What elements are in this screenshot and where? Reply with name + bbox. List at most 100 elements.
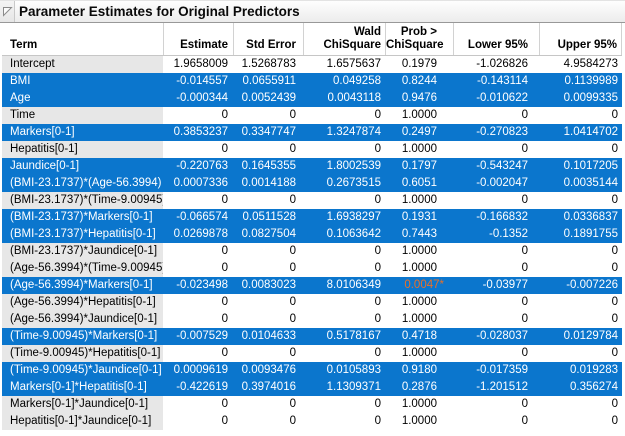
table-row[interactable]: (Age-56.3994)*Jaundice[0-1] 0 0 0 1.0000 0 0 [2, 311, 622, 328]
cell-term[interactable]: Markers[0-1]*Jaundice[0-1] [2, 396, 163, 413]
cell-term[interactable]: Age [2, 90, 163, 107]
cell-term[interactable]: (BMI-23.1737)*(Time-9.00945) [2, 192, 163, 209]
table-row[interactable]: Hepatitis[0-1] 0 0 0 1.0000 0 0 [2, 141, 622, 158]
table-row[interactable]: (Age-56.3994)*Markers[0-1] -0.023498 0.008… [2, 277, 622, 294]
cell-upper[interactable]: 0.1139989 [539, 73, 622, 90]
cell-wald[interactable]: 1.1309371 [303, 379, 385, 396]
cell-term[interactable]: Hepatitis[0-1]*Jaundice[0-1] [2, 413, 163, 430]
cell-prob[interactable]: 1.0000 [401, 398, 437, 410]
cell-prob[interactable]: 0.0047* [385, 277, 453, 294]
cell-estimate[interactable]: 0 [221, 347, 228, 359]
cell-lower[interactable]: 0 [521, 245, 528, 257]
cell-upper[interactable]: 4.9584273 [563, 58, 618, 70]
cell-prob[interactable]: 0.4718 [385, 328, 453, 345]
cell-wald[interactable]: 0.0043118 [303, 90, 385, 107]
table-row[interactable]: (BMI-23.1737)*Jaundice[0-1] 0 0 0 1.0000 0 0 [2, 243, 622, 260]
cell-estimate[interactable]: -0.007529 [163, 328, 233, 345]
cell-lower[interactable]: -0.166832 [453, 209, 539, 226]
cell-wald[interactable]: 0.5178167 [303, 328, 385, 345]
cell-upper[interactable]: 0 [611, 398, 618, 410]
cell-lower[interactable]: -0.002047 [453, 175, 539, 192]
cell-term[interactable]: (BMI-23.1737)*Markers[0-1] [2, 209, 163, 226]
cell-lower[interactable]: 0 [521, 143, 528, 155]
cell-std_error[interactable]: 0 [289, 109, 296, 121]
cell-lower[interactable]: 0 [521, 313, 528, 325]
cell-std_error[interactable]: 0 [289, 194, 296, 206]
table-row[interactable]: Markers[0-1] 0.3853237 0.3347747 1.3247874 0… [2, 124, 622, 141]
cell-estimate[interactable]: -0.220763 [163, 158, 233, 175]
cell-estimate[interactable]: -0.000344 [163, 90, 233, 107]
cell-upper[interactable]: 0 [611, 415, 618, 427]
cell-wald[interactable]: 0 [374, 245, 381, 257]
cell-prob[interactable]: 1.0000 [401, 109, 437, 121]
cell-lower[interactable]: -0.03977 [453, 277, 539, 294]
cell-upper[interactable]: 1.0414702 [539, 124, 622, 141]
cell-wald[interactable]: 1.8002539 [303, 158, 385, 175]
cell-std_error[interactable]: 0 [289, 313, 296, 325]
cell-wald[interactable]: 0.2673515 [303, 175, 385, 192]
cell-lower[interactable]: 0 [521, 109, 528, 121]
cell-prob[interactable]: 0.2876 [385, 379, 453, 396]
cell-std_error[interactable]: 0.1645355 [233, 158, 303, 175]
cell-prob[interactable]: 0.9180 [385, 362, 453, 379]
table-row[interactable]: Intercept 1.9658009 1.5268783 1.6575637 0.19… [2, 56, 622, 73]
cell-prob[interactable]: 1.0000 [401, 245, 437, 257]
cell-term[interactable]: Hepatitis[0-1] [2, 141, 163, 158]
cell-upper[interactable]: -0.007226 [539, 277, 622, 294]
cell-std_error[interactable]: 0.0014188 [233, 175, 303, 192]
cell-term[interactable]: (Time-9.00945)*Hepatitis[0-1] [2, 345, 163, 362]
cell-lower[interactable]: 0 [521, 347, 528, 359]
cell-upper[interactable]: 0.0035144 [539, 175, 622, 192]
cell-lower[interactable]: -0.270823 [453, 124, 539, 141]
cell-wald[interactable]: 0.049258 [303, 73, 385, 90]
cell-prob[interactable]: 1.0000 [401, 194, 437, 206]
cell-prob[interactable]: 1.0000 [401, 415, 437, 427]
table-row[interactable]: Markers[0-1]*Hepatitis[0-1] -0.422619 0.39… [2, 379, 622, 396]
cell-upper[interactable]: 0.019283 [539, 362, 622, 379]
cell-estimate[interactable]: -0.014557 [163, 73, 233, 90]
cell-estimate[interactable]: -0.023498 [163, 277, 233, 294]
cell-wald[interactable]: 0.0105893 [303, 362, 385, 379]
cell-wald[interactable]: 8.0106349 [303, 277, 385, 294]
cell-prob[interactable]: 1.0000 [401, 347, 437, 359]
cell-std_error[interactable]: 0 [289, 398, 296, 410]
table-row[interactable]: (Time-9.00945)*Jaundice[0-1] 0.0009619 0.0… [2, 362, 622, 379]
cell-term[interactable]: (Time-9.00945)*Markers[0-1] [2, 328, 163, 345]
cell-prob[interactable]: 0.1931 [385, 209, 453, 226]
cell-std_error[interactable]: 0.0104633 [233, 328, 303, 345]
cell-term[interactable]: (Age-56.3994)*Hepatitis[0-1] [2, 294, 163, 311]
table-row[interactable]: Time 0 0 0 1.0000 0 0 [2, 107, 622, 124]
table-row[interactable]: (BMI-23.1737)*(Time-9.00945) 0 0 0 1.0000 0 0 [2, 192, 622, 209]
cell-std_error[interactable]: 0 [289, 296, 296, 308]
table-row[interactable]: (BMI-23.1737)*Markers[0-1] -0.066574 0.051… [2, 209, 622, 226]
cell-prob[interactable]: 0.1979 [401, 58, 437, 70]
cell-wald[interactable]: 0.1063642 [303, 226, 385, 243]
cell-term[interactable]: Jaundice[0-1] [2, 158, 163, 175]
cell-std_error[interactable]: 0 [289, 262, 296, 274]
cell-upper[interactable]: 0.1891755 [539, 226, 622, 243]
cell-std_error[interactable]: 0 [289, 415, 296, 427]
disclosure-triangle-icon[interactable] [0, 1, 15, 22]
cell-wald[interactable]: 0 [374, 415, 381, 427]
cell-prob[interactable]: 1.0000 [401, 313, 437, 325]
cell-term[interactable]: Time [2, 107, 163, 124]
cell-estimate[interactable]: 0 [221, 313, 228, 325]
cell-upper[interactable]: 0 [611, 262, 618, 274]
cell-prob[interactable]: 0.2497 [385, 124, 453, 141]
cell-estimate[interactable]: 0.0007336 [163, 175, 233, 192]
cell-upper[interactable]: 0 [611, 296, 618, 308]
cell-upper[interactable]: 0 [611, 347, 618, 359]
cell-estimate[interactable]: 0 [221, 415, 228, 427]
cell-prob[interactable]: 1.0000 [401, 296, 437, 308]
cell-std_error[interactable]: 0.0093476 [233, 362, 303, 379]
cell-lower[interactable]: -0.028037 [453, 328, 539, 345]
cell-wald[interactable]: 1.3247874 [303, 124, 385, 141]
cell-std_error[interactable]: 0.0511528 [233, 209, 303, 226]
cell-lower[interactable]: 0 [521, 415, 528, 427]
cell-term[interactable]: Intercept [2, 56, 163, 73]
cell-wald[interactable]: 0 [374, 347, 381, 359]
cell-term[interactable]: (Age-56.3994)*(Time-9.00945) [2, 260, 163, 277]
cell-std_error[interactable]: 1.5268783 [241, 58, 296, 70]
cell-upper[interactable]: 0 [611, 109, 618, 121]
cell-wald[interactable]: 0 [374, 296, 381, 308]
